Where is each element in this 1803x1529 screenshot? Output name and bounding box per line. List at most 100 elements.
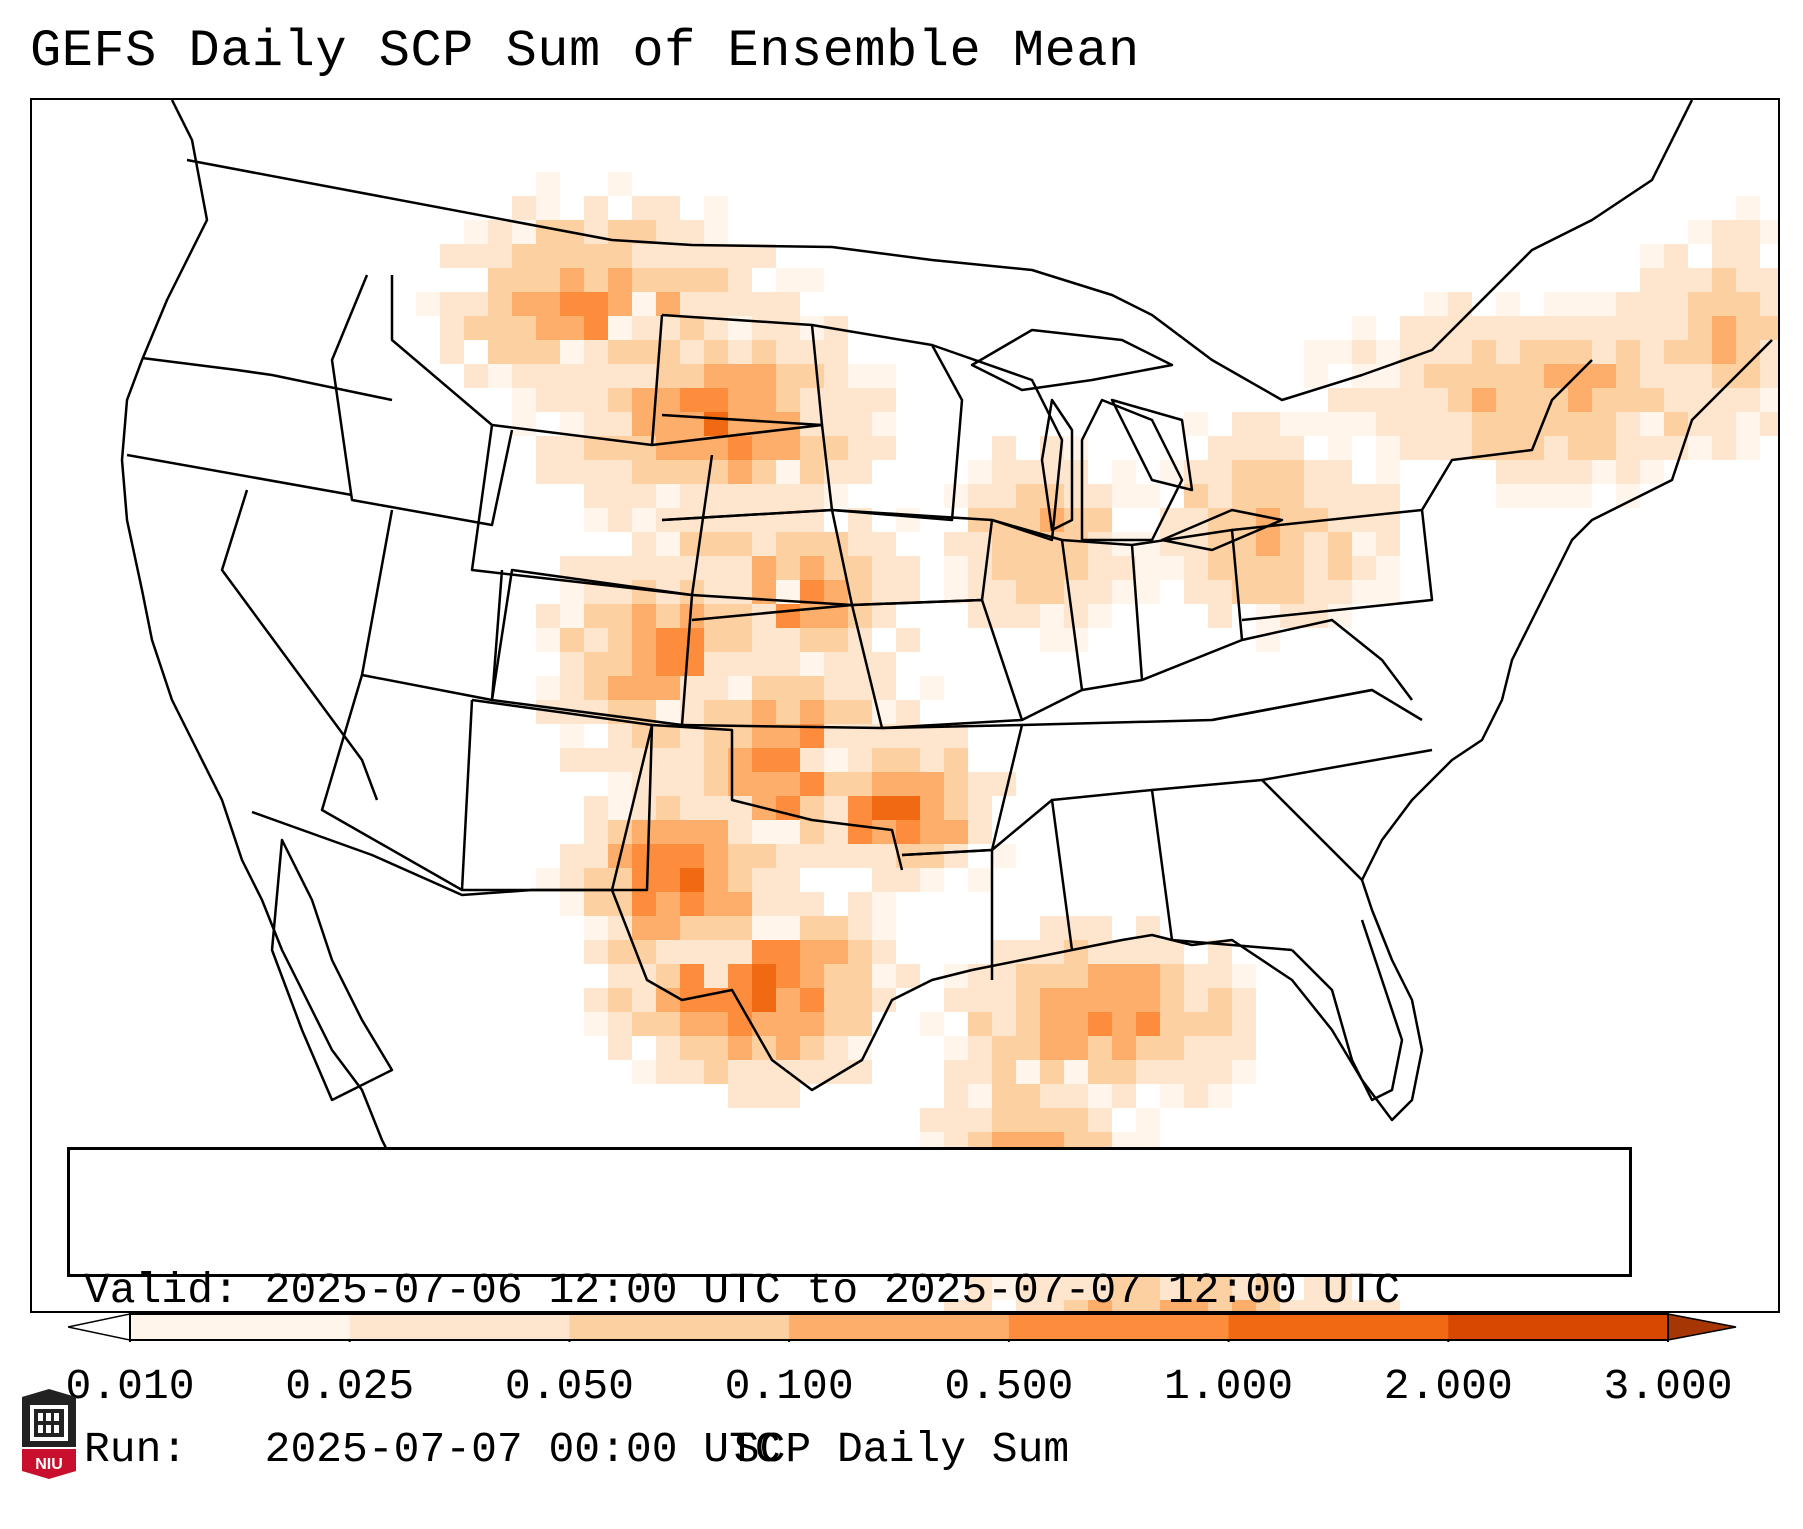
scp-cell [632,316,656,340]
scp-cell [728,292,752,316]
scp-cell [1520,484,1544,508]
scp-cell [1760,316,1778,340]
scp-cell [656,388,680,412]
scp-cell [920,748,944,772]
scp-cell [1496,292,1520,316]
scp-cell [824,532,848,556]
scp-cell [1616,292,1640,316]
scp-cell [1040,628,1064,652]
scp-cell [656,244,680,268]
scp-cell [1304,460,1328,484]
scp-cell [584,868,608,892]
scp-cell [1064,1300,1088,1311]
scp-cell [1376,412,1400,436]
scp-cell [1592,412,1616,436]
scp-cell [1016,1012,1040,1036]
scp-cell [728,820,752,844]
scp-cell [656,916,680,940]
scp-cell [1568,292,1592,316]
scp-cell [1136,1060,1160,1084]
scp-cell [1088,916,1112,940]
scp-cell [1568,436,1592,460]
scp-cell [680,772,704,796]
mexico-border [251,810,973,1092]
scp-cell [584,556,608,580]
scp-cell [752,916,776,940]
scp-cell [1136,1276,1160,1300]
scp-cell [896,964,920,988]
scp-cell [728,676,752,700]
scp-cell [1712,364,1736,388]
scp-cell [1352,556,1376,580]
scp-cell [752,964,776,988]
scp-cell [1640,316,1664,340]
scp-cell [1040,1300,1064,1311]
scp-cell [1280,412,1304,436]
colorbar-bin [130,1314,351,1340]
scp-cell [608,412,632,436]
scp-cell [656,364,680,388]
scp-cell [1376,580,1400,604]
scp-cell [536,316,560,340]
ga-sc-border [1151,778,1363,952]
scp-cell [608,460,632,484]
nd-sd-border [661,313,824,427]
scp-cell [1544,412,1568,436]
scp-cell [632,1060,656,1084]
scp-cell [1016,460,1040,484]
scp-cell [944,988,968,1012]
scp-cell [776,436,800,460]
scp-cell [920,1012,944,1036]
scp-cell [1280,460,1304,484]
scp-cell [632,916,656,940]
scp-cell [1136,1012,1160,1036]
scp-cell [1640,388,1664,412]
scp-cell [1424,292,1448,316]
scp-cell [728,340,752,364]
scp-cell [776,652,800,676]
scp-cell [752,316,776,340]
scp-cell [1088,1300,1112,1311]
scp-cell [680,484,704,508]
oh-border [1131,528,1244,682]
scp-cell [1712,268,1736,292]
scp-cell [584,988,608,1012]
scp-cell [800,940,824,964]
scp-cell [656,292,680,316]
scp-cell [1760,292,1778,316]
scp-cell [1040,1108,1064,1132]
scp-cell [752,868,776,892]
scp-cell [680,460,704,484]
scp-cell [1616,436,1640,460]
scp-cell [968,1108,992,1132]
scp-cell [464,220,488,244]
scp-cell [440,244,464,268]
run-row: Run: 2025-07-07 00:00 UTC [84,1423,1615,1476]
colorbar-bin [1008,1314,1230,1340]
scp-cell [680,652,704,676]
scp-cell [800,268,824,292]
scp-cell [1544,436,1568,460]
scp-cell [1736,340,1760,364]
scp-cell [1088,988,1112,1012]
scp-cell [1088,1012,1112,1036]
scp-cell [1376,1300,1400,1311]
scp-cell [704,700,728,724]
scp-cell [1112,1084,1136,1108]
scp-cell [1688,220,1712,244]
scp-cell [1352,388,1376,412]
scp-cell [584,892,608,916]
scp-cell [704,748,728,772]
scp-cell [1664,244,1688,268]
scp-cell [1688,316,1712,340]
scp-cell [1760,364,1778,388]
scp-cell [680,916,704,940]
scp-cell [680,940,704,964]
scp-cell [1160,1084,1184,1108]
scp-cell [944,772,968,796]
az-border [320,674,474,892]
scp-cell [824,1036,848,1060]
scp-cell [752,820,776,844]
scp-cell [704,532,728,556]
scp-cell [704,916,728,940]
